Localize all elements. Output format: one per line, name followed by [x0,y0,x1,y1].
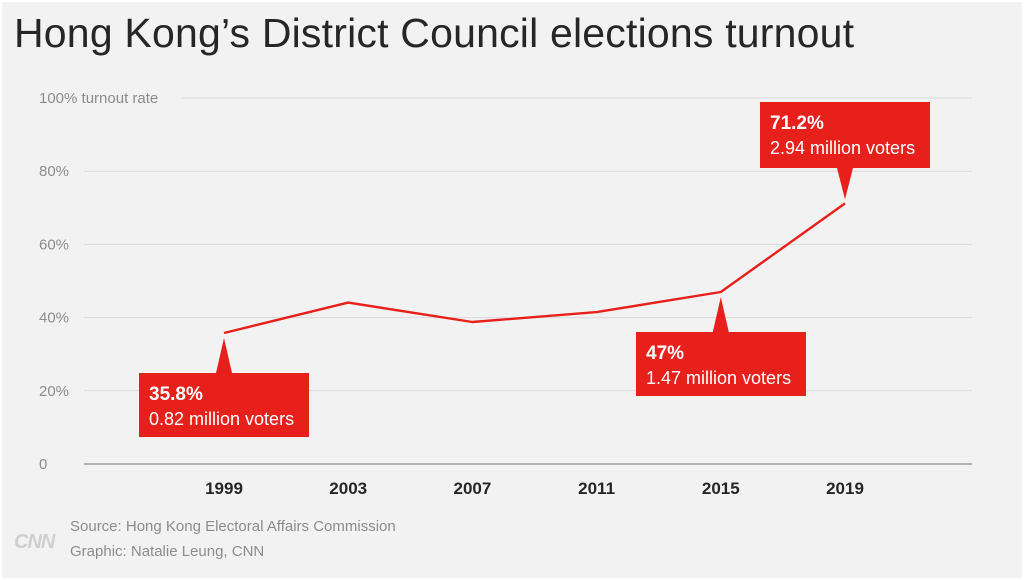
callout-value-2019: 71.2% [770,113,824,134]
y-tick-label-80: 80% [39,163,69,180]
chart-title: Hong Kong’s District Council elections t… [14,10,855,56]
callout-voters-2015: 1.47 million voters [646,368,791,388]
callout-1999: 35.8% 0.82 million voters [139,337,309,437]
x-axis-ticks: 1999 2003 2007 2011 2015 2019 [205,479,864,498]
cnn-logo: CNN [14,531,55,553]
y-tick-label-20: 20% [39,383,69,400]
x-tick-label-2019: 2019 [826,479,864,498]
x-tick-label-2003: 2003 [329,479,367,498]
callout-voters-2019: 2.94 million voters [770,138,915,158]
turnout-line [223,202,846,335]
callouts: 35.8% 0.82 million voters 47% 1.47 million … [139,102,930,437]
callout-pointer-2015 [712,296,729,332]
callout-value-1999: 35.8% [149,384,203,405]
callout-voters-1999: 0.82 million voters [149,409,294,429]
y-tick-label-0: 0 [39,456,47,473]
callout-pointer-1999 [216,337,232,373]
turnout-series [223,202,846,335]
callout-pointer-2019 [837,168,853,200]
source-note: Source: Hong Kong Electoral Affairs Comm… [70,518,396,535]
y-tick-label-40: 40% [39,310,69,327]
y-tick-label-100: 100% turnout rate [39,90,158,107]
callout-value-2015: 47% [646,343,684,364]
callout-box-1999 [139,373,309,437]
graphic-credit: Graphic: Natalie Leung, CNN [70,543,265,560]
callout-box-2019 [760,102,930,168]
x-tick-label-2011: 2011 [578,479,615,498]
x-tick-label-1999: 1999 [205,479,243,498]
callout-box-2015 [636,332,806,396]
y-tick-label-60: 60% [39,236,69,253]
callout-2019: 71.2% 2.94 million voters [760,102,930,200]
y-axis-ticks: 0 20% 40% 60% 80% 100% turnout rate [39,90,158,473]
x-tick-label-2007: 2007 [453,479,491,498]
callout-2015: 47% 1.47 million voters [636,296,806,396]
x-tick-label-2015: 2015 [702,479,740,498]
